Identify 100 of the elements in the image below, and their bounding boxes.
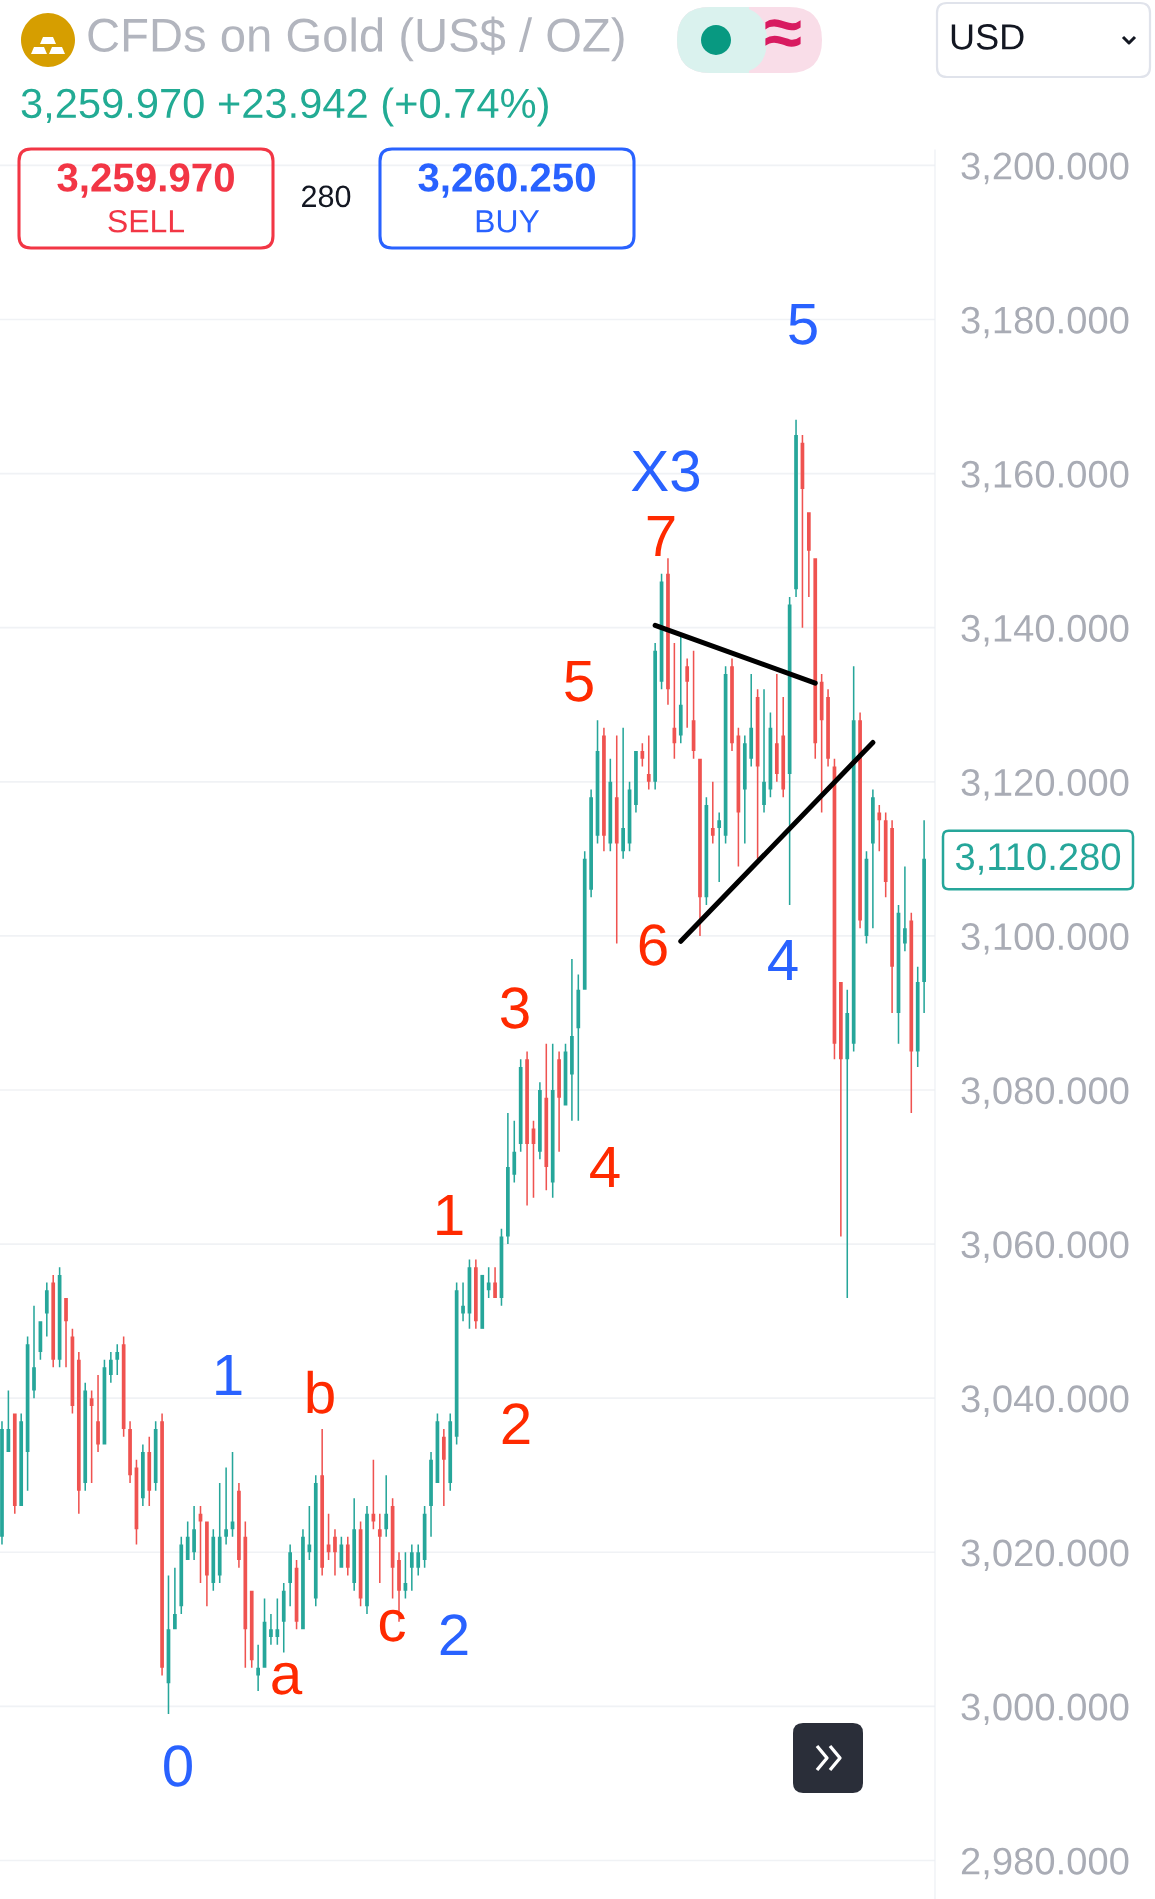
y-tick-label: 3,000.000 <box>961 1693 1129 1726</box>
candlestick <box>128 1421 132 1483</box>
y-tick-label: 3,120.000 <box>961 768 1129 801</box>
candlestick <box>141 1444 145 1507</box>
annotation: 3,259.970 <box>57 163 234 198</box>
candlestick <box>96 1375 100 1453</box>
annotation: BUY <box>476 210 540 233</box>
y-tick-label: 3,100.000 <box>961 923 1129 955</box>
candlestick <box>806 512 811 597</box>
text: USD <box>951 24 1024 50</box>
y-tick-label: 3,020.000 <box>961 1539 1129 1572</box>
annotation: 1 <box>437 1194 463 1236</box>
candlestick <box>653 643 658 790</box>
candlestick <box>32 1305 36 1399</box>
y-tick-label: 3,180.000 <box>961 306 1129 339</box>
candlestick <box>480 1274 485 1329</box>
annotation: 4 <box>590 1146 620 1188</box>
candlestick <box>813 558 818 759</box>
y-tick-label: 3,080.000 <box>961 1077 1129 1109</box>
candlestick <box>826 689 830 767</box>
y-tick-label: 3,160.000 <box>961 460 1129 493</box>
annotation: 6 <box>639 924 667 966</box>
candlestick <box>76 1351 81 1514</box>
annotation: 4 <box>768 939 798 981</box>
candlestick <box>550 1043 555 1198</box>
annotation: 1 <box>216 1354 242 1396</box>
candlestick <box>730 658 734 751</box>
candlestick <box>794 419 798 597</box>
candlestick <box>698 758 702 936</box>
candlestick <box>474 1259 478 1329</box>
candlestick <box>173 1567 177 1630</box>
candlestick <box>153 1421 158 1491</box>
candlestick <box>179 1536 184 1614</box>
candlestick <box>448 1413 453 1491</box>
candlestick <box>557 1051 561 1152</box>
annotation: X3 <box>631 450 700 492</box>
annotation: SELL <box>108 209 185 233</box>
candlestick <box>160 1413 164 1676</box>
candlestick <box>51 1274 56 1368</box>
candlestick <box>365 1506 369 1614</box>
candlestick <box>525 1051 529 1206</box>
candlestick <box>742 735 747 844</box>
candlestick <box>429 1452 433 1537</box>
candlestick <box>345 1536 350 1576</box>
candlestick <box>441 1429 446 1507</box>
candlestick <box>64 1298 68 1368</box>
candlestick <box>774 673 779 782</box>
candlestick <box>646 735 651 790</box>
candlestick <box>851 666 856 1052</box>
candlestick <box>121 1336 126 1437</box>
candlestick <box>454 1282 459 1445</box>
candlestick <box>237 1482 241 1568</box>
candlestick <box>243 1521 248 1668</box>
candlestick <box>922 820 926 1013</box>
candlestick <box>582 851 587 990</box>
candlestick <box>602 727 606 852</box>
candlestick <box>762 689 766 813</box>
candlestick <box>205 1521 209 1607</box>
annotation: 7 <box>647 515 675 557</box>
chart-title: CFDs on Gold (US$ / OZ) <box>88 16 624 62</box>
candlestick <box>710 781 715 844</box>
candlestick <box>678 635 683 744</box>
candlestick <box>871 789 875 929</box>
candlestick <box>634 750 638 813</box>
candlestick <box>570 959 574 1121</box>
chart-subtitle: 3,259.970 +23.942 (+0.74%) <box>21 87 548 127</box>
y-tick-label: 3,060.000 <box>961 1231 1129 1263</box>
candlestick <box>384 1475 389 1537</box>
candlestick <box>621 727 625 859</box>
candlestick <box>915 966 920 1067</box>
candlestick <box>717 812 722 882</box>
annotation: a <box>272 1662 303 1695</box>
candlestick <box>614 735 619 944</box>
candlestick <box>12 1413 17 1514</box>
candlestick <box>108 1351 113 1383</box>
candlestick <box>416 1544 421 1576</box>
annotation: 2 <box>440 1614 468 1656</box>
candlestick <box>211 1529 216 1591</box>
candlestick <box>909 912 914 1114</box>
candlestick <box>288 1544 293 1607</box>
annotation: 5 <box>565 660 593 702</box>
annotation: b <box>307 1370 334 1414</box>
candlestick <box>589 789 593 898</box>
candlestick <box>217 1482 222 1584</box>
candlestick <box>493 1267 497 1299</box>
candlestick <box>44 1282 49 1337</box>
candlestick <box>685 658 690 728</box>
candlestick <box>506 1113 510 1245</box>
candlestick <box>377 1513 382 1584</box>
candlestick <box>781 697 786 798</box>
candlestick <box>538 1082 542 1160</box>
candlestick <box>256 1644 260 1691</box>
candlestick <box>249 1590 254 1668</box>
y-tick-label: 3,140.000 <box>961 614 1129 647</box>
y-tick-label: 2,980.000 <box>961 1847 1129 1880</box>
candlestick <box>544 1043 549 1191</box>
annotation: 3 <box>501 987 529 1029</box>
candlestick <box>409 1544 414 1591</box>
candlestick <box>147 1436 152 1507</box>
annotation: c <box>379 1609 406 1642</box>
